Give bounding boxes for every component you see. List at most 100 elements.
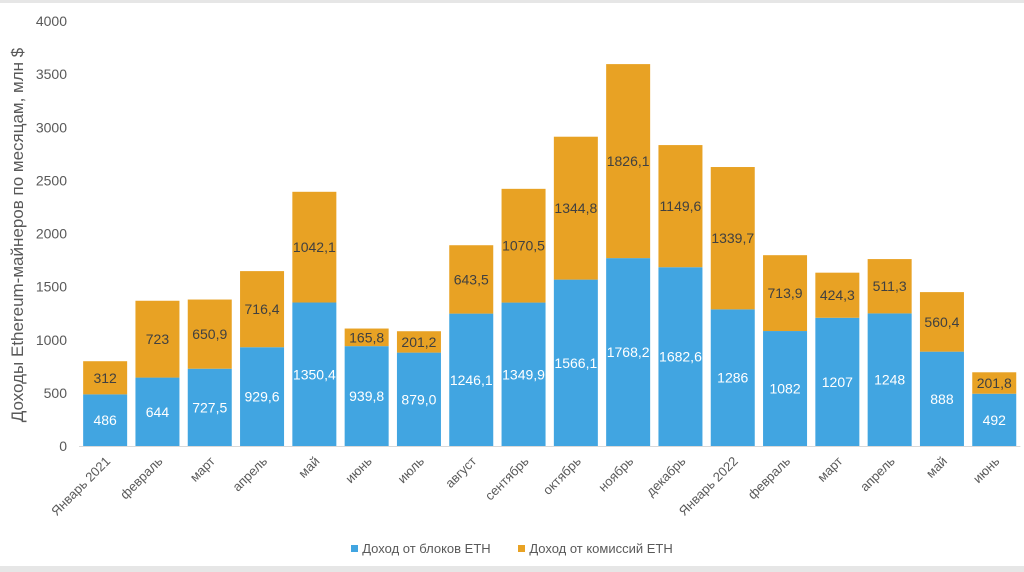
bar-blocks xyxy=(763,331,808,446)
data-label-fees: 201,8 xyxy=(977,375,1012,391)
data-label-blocks: 879,0 xyxy=(401,391,436,407)
data-label-fees: 713,9 xyxy=(768,285,803,301)
x-tick-label: октябрь xyxy=(540,453,584,497)
bar-blocks xyxy=(83,394,128,446)
y-tick-label: 1500 xyxy=(36,279,67,295)
legend-label-fees: Доход от комиссий ETH xyxy=(529,541,673,556)
data-label-fees: 716,4 xyxy=(245,301,280,317)
bar-blocks xyxy=(135,377,180,446)
data-label-fees: 1070,5 xyxy=(502,238,545,254)
data-label-fees: 1042,1 xyxy=(293,239,336,255)
legend-item-blocks: Доход от блоков ETH xyxy=(351,541,491,556)
top-border xyxy=(0,0,1024,3)
bar-blocks xyxy=(710,309,755,446)
data-label-fees: 424,3 xyxy=(820,287,855,303)
bar-fees xyxy=(83,361,128,395)
x-tick-label: июнь xyxy=(342,453,375,486)
data-label-blocks: 727,5 xyxy=(192,399,227,415)
bar-fees xyxy=(553,136,598,280)
y-tick-label: 3500 xyxy=(36,66,67,82)
data-label-blocks: 1349,9 xyxy=(502,366,545,382)
bar-fees xyxy=(763,255,808,332)
data-label-blocks: 1207 xyxy=(822,374,853,390)
data-label-blocks: 888 xyxy=(930,391,954,407)
y-tick-label: 3000 xyxy=(36,119,67,135)
data-label-blocks: 1082 xyxy=(769,381,800,397)
bar-fees xyxy=(815,272,860,318)
bar-blocks xyxy=(449,313,494,446)
data-label-blocks: 939,8 xyxy=(349,388,384,404)
bar-blocks xyxy=(867,313,912,446)
data-label-blocks: 929,6 xyxy=(245,389,280,405)
x-tick-label: март xyxy=(187,453,218,484)
bar-fees xyxy=(501,188,546,303)
bar-blocks xyxy=(972,393,1017,446)
data-label-fees: 643,5 xyxy=(454,271,489,287)
bar-blocks xyxy=(919,351,964,446)
bar-fees xyxy=(396,331,441,353)
data-label-blocks: 644 xyxy=(146,404,170,420)
data-label-fees: 1344,8 xyxy=(554,200,597,216)
bar-blocks xyxy=(501,302,546,446)
bar-fees xyxy=(867,259,912,314)
legend: Доход от блоков ETH Доход от комиссий ET… xyxy=(0,541,1024,556)
x-tick-label: февраль xyxy=(117,453,166,502)
x-tick-label: апрель xyxy=(229,453,270,494)
bar-blocks xyxy=(553,279,598,446)
y-tick-label: 1000 xyxy=(36,332,67,348)
bar-blocks xyxy=(396,352,441,446)
x-tick-label: ноябрь xyxy=(595,453,636,494)
bar-blocks xyxy=(187,368,232,446)
data-label-fees: 312 xyxy=(93,370,117,386)
bottom-border xyxy=(0,566,1024,572)
bar-fees xyxy=(658,145,703,268)
bar-fees xyxy=(972,372,1017,394)
bar-fees xyxy=(606,64,651,259)
data-label-fees: 723 xyxy=(146,331,170,347)
data-label-fees: 1339,7 xyxy=(711,230,754,246)
bar-blocks xyxy=(815,317,860,446)
bar-fees xyxy=(187,299,232,369)
x-tick-label: март xyxy=(814,453,845,484)
bar-fees xyxy=(344,328,389,347)
x-tick-label: Январь 2021 xyxy=(48,454,113,519)
bar-fees xyxy=(710,167,755,310)
data-label-blocks: 492 xyxy=(983,412,1007,428)
bar-fees xyxy=(135,300,180,378)
data-label-blocks: 1350,4 xyxy=(293,366,336,382)
x-tick-label: май xyxy=(295,454,322,481)
stacked-bar-chart: 0 500 1000 1500 2000 2500 3000 3500 4000 486 312 Ян… xyxy=(36,13,1021,519)
data-label-blocks: 1682,6 xyxy=(659,349,702,365)
data-label-blocks: 486 xyxy=(93,412,117,428)
bar-fees xyxy=(449,245,494,314)
x-tick-label: май xyxy=(923,454,950,481)
bar-fees xyxy=(240,271,285,348)
legend-swatch-fees xyxy=(518,545,526,552)
legend-swatch-blocks xyxy=(351,545,359,552)
legend-item-fees: Доход от комиссий ETH xyxy=(518,541,673,556)
data-label-fees: 201,2 xyxy=(401,334,436,350)
data-label-fees: 511,3 xyxy=(873,278,907,294)
legend-label-blocks: Доход от блоков ETH xyxy=(362,541,491,556)
bar-blocks xyxy=(240,347,285,446)
data-label-fees: 1826,1 xyxy=(607,153,650,169)
y-tick-label: 0 xyxy=(59,438,67,454)
data-label-fees: 560,4 xyxy=(924,314,959,330)
data-label-blocks: 1248 xyxy=(874,372,905,388)
data-label-fees: 1149,6 xyxy=(660,198,702,214)
bar-blocks xyxy=(344,346,389,446)
data-label-blocks: 1246,1 xyxy=(450,372,493,388)
x-tick-label: июль xyxy=(394,453,427,486)
y-tick-label: 4000 xyxy=(36,13,67,29)
data-label-fees: 165,8 xyxy=(349,329,384,345)
bar-fees xyxy=(292,191,337,303)
x-tick-label: февраль xyxy=(745,453,794,502)
y-tick-label: 2500 xyxy=(36,172,67,188)
data-label-blocks: 1768,2 xyxy=(607,344,650,360)
y-tick-label: 500 xyxy=(44,385,68,401)
data-label-blocks: 1286 xyxy=(717,370,748,386)
x-tick-label: июнь xyxy=(970,453,1003,486)
data-label-blocks: 1566,1 xyxy=(554,355,597,371)
x-tick-label: август xyxy=(442,453,479,490)
